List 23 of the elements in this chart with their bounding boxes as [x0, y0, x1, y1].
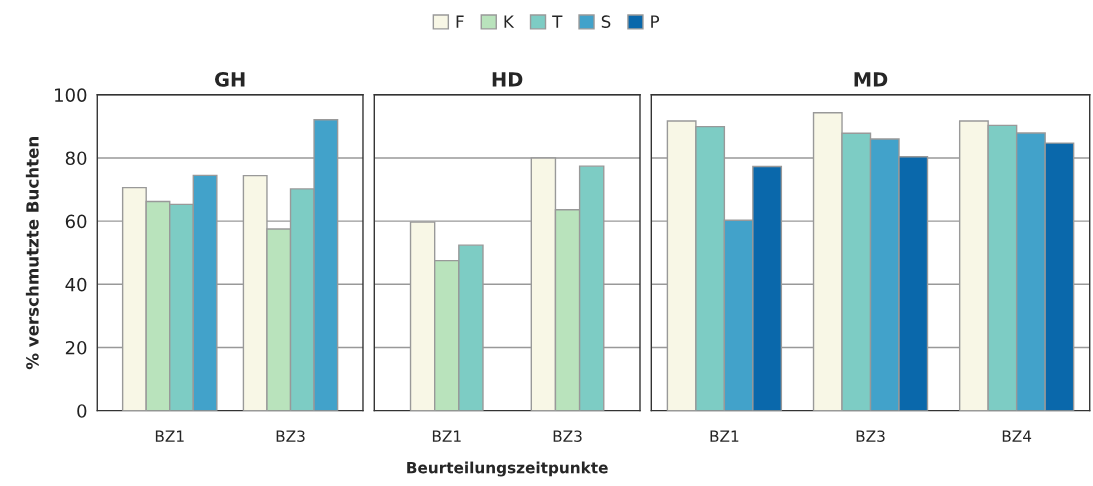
y-tick-label: 0	[77, 404, 87, 418]
x-tick-label: BZ1	[155, 430, 184, 442]
legend-label: T	[552, 15, 563, 28]
x-tick-label: BZ3	[276, 430, 305, 442]
x-axis-title: Beurteilungszeitpunkte	[407, 461, 608, 477]
x-tick-label: BZ1	[710, 430, 739, 442]
legend-label: P	[651, 15, 660, 28]
y-tick-label: 100	[55, 88, 87, 102]
x-tick-label: BZ3	[856, 430, 885, 442]
chart-title: MD	[854, 72, 888, 87]
legend-label: F	[456, 15, 464, 28]
y-tick-label: 20	[65, 340, 87, 355]
y-axis-title: % verschmutzte Buchten	[25, 137, 39, 370]
y-tick-label: 80	[65, 151, 87, 166]
chart-title: GH	[214, 72, 245, 87]
chart-title: HD	[492, 72, 523, 87]
x-tick-label: BZ1	[432, 430, 461, 442]
y-tick-label: 40	[65, 277, 87, 292]
legend-label: K	[504, 15, 515, 28]
y-tick-label: 60	[65, 214, 87, 229]
x-tick-label: BZ3	[553, 430, 582, 442]
x-tick-label: BZ4	[1002, 430, 1032, 442]
legend-label: S	[601, 15, 611, 28]
